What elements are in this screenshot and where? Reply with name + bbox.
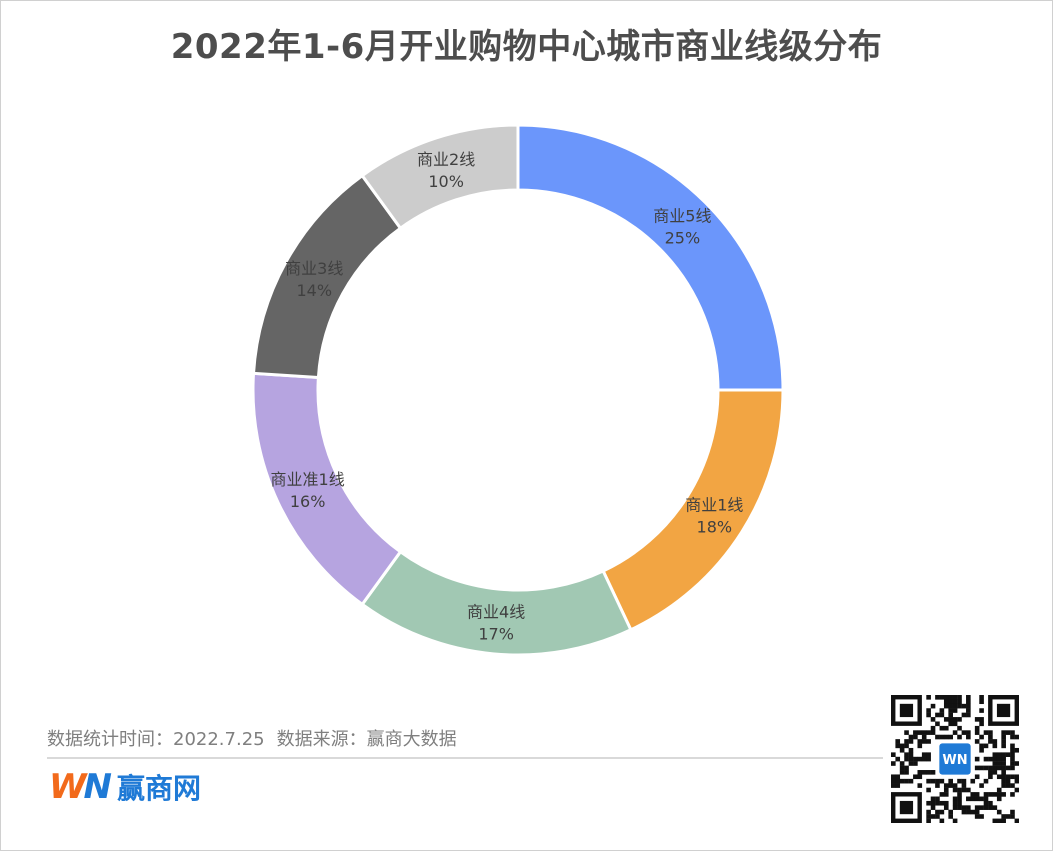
chart-title: 2022年1-6月开业购物中心城市商业线级分布: [170, 27, 883, 67]
slice-value-1: 25%: [665, 229, 701, 248]
stat-time-text: 数据统计时间：2022.7.25: [47, 729, 265, 750]
footer-divider: [47, 757, 883, 759]
brand-name: 赢商网: [116, 772, 201, 805]
slice-value-5: 14%: [296, 281, 332, 300]
svg-text:WN: WN: [942, 753, 967, 768]
data-source-text: 数据来源：赢商大数据: [276, 729, 457, 750]
slice-label-2: 商业1线: [685, 496, 743, 515]
slice-label-4: 商业准1线: [271, 470, 345, 489]
slice-value-6: 10%: [428, 172, 464, 191]
qr-code-icon: WN: [891, 695, 1019, 823]
slice-label-3: 商业4线: [467, 602, 525, 621]
slice-label-6: 商业2线: [417, 150, 475, 169]
brand-mark-icon: WN: [49, 767, 112, 807]
slice-label-1: 商业5线: [653, 207, 711, 226]
slice-value-2: 18%: [697, 518, 733, 537]
slice-value-3: 17%: [478, 624, 514, 643]
brand-logo: WN 赢商网: [49, 765, 201, 809]
donut-slice-1: [516, 123, 785, 392]
donut-slice-6: [360, 123, 520, 231]
slice-label-5: 商业3线: [285, 259, 343, 278]
footer-note: 数据统计时间：2022.7.25 数据来源：赢商大数据: [47, 725, 457, 751]
slice-value-4: 16%: [290, 492, 326, 511]
